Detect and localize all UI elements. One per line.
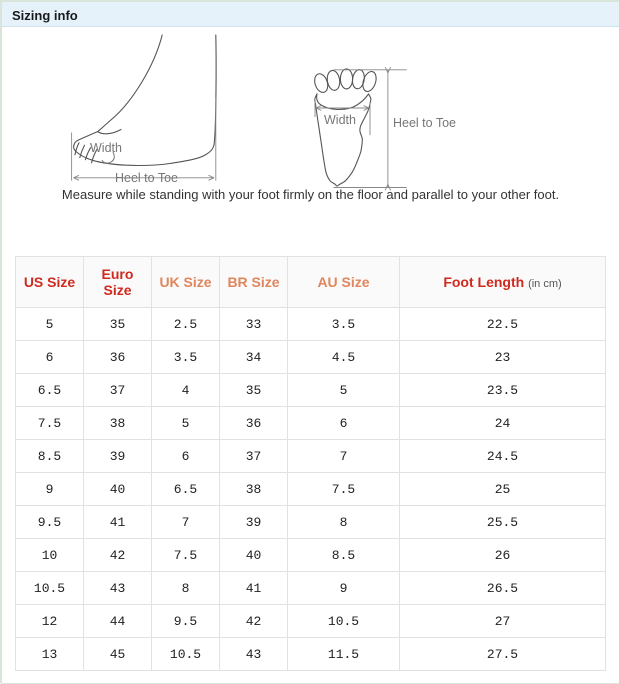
svg-text:Heel to Toe: Heel to Toe bbox=[115, 171, 178, 185]
svg-text:Width: Width bbox=[90, 141, 122, 155]
svg-text:Heel to Toe: Heel to Toe bbox=[393, 116, 456, 130]
svg-text:Width: Width bbox=[324, 113, 356, 127]
